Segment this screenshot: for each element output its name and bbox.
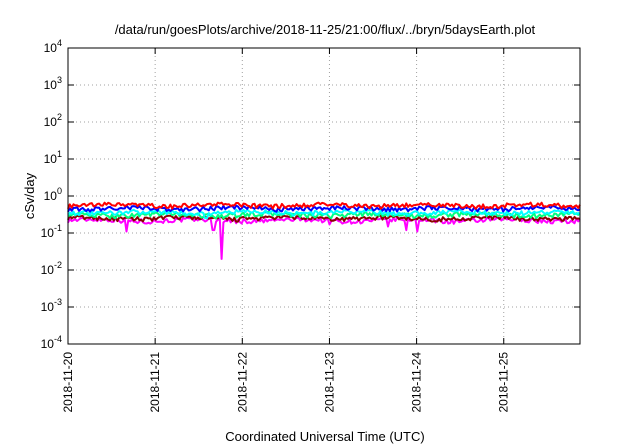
y-tick-label: 103 bbox=[44, 75, 62, 92]
y-tick-label: 10-3 bbox=[41, 297, 62, 314]
series-line bbox=[67, 204, 581, 213]
y-axis-label: cSv/day bbox=[22, 172, 37, 219]
series-line bbox=[67, 201, 581, 210]
x-tick-label: 2018-11-22 bbox=[235, 352, 249, 413]
series-line bbox=[67, 214, 581, 223]
grid bbox=[68, 48, 580, 344]
x-tick-label: 2018-11-21 bbox=[148, 352, 162, 413]
y-tick-label: 100 bbox=[44, 186, 62, 203]
x-tick-label: 2018-11-24 bbox=[410, 352, 424, 413]
series-group bbox=[67, 201, 581, 260]
y-tick-label: 102 bbox=[44, 112, 62, 129]
y-tick-label: 10-4 bbox=[41, 334, 62, 351]
axes: 10-4 10-3 10-2 10-1 100 101 102 103 104 2018-11-2… bbox=[41, 38, 580, 413]
x-tick-label: 2018-11-20 bbox=[61, 352, 75, 413]
series-line bbox=[67, 208, 581, 220]
x-axis-label: Coordinated Universal Time (UTC) bbox=[225, 429, 424, 444]
x-tick-label: 2018-11-25 bbox=[497, 352, 511, 413]
y-tick-label: 101 bbox=[44, 149, 62, 166]
chart-title: /data/run/goesPlots/archive/2018-11-25/2… bbox=[115, 22, 536, 37]
x-tick-label: 2018-11-23 bbox=[322, 352, 336, 413]
y-tick-label: 10-2 bbox=[41, 260, 62, 277]
y-tick-label: 104 bbox=[44, 38, 62, 55]
y-tick-label: 10-1 bbox=[41, 223, 62, 240]
series-line bbox=[67, 216, 581, 260]
